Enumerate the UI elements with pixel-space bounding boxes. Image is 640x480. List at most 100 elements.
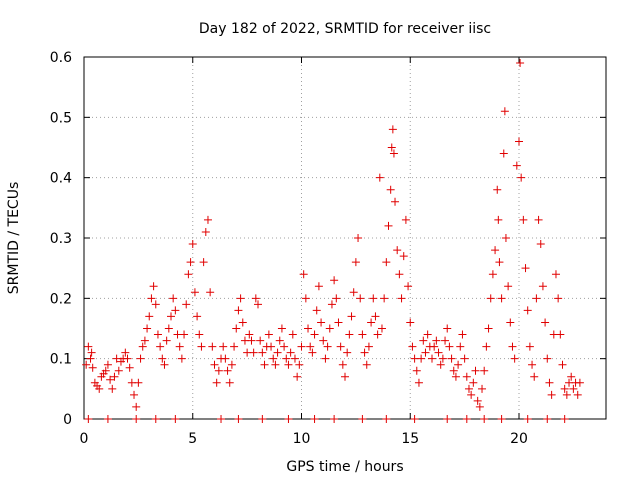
data-point	[319, 336, 328, 345]
data-points	[82, 59, 584, 423]
data-point	[223, 366, 232, 375]
data-point	[295, 360, 304, 369]
data-point	[441, 336, 450, 345]
data-point	[214, 366, 223, 375]
data-point	[114, 366, 123, 375]
chart-title: Day 182 of 2022, SRMTID for receiver iis…	[199, 21, 491, 37]
data-point	[543, 415, 552, 423]
data-point	[164, 324, 173, 333]
data-point	[330, 276, 339, 285]
data-point	[301, 294, 310, 303]
data-point	[130, 390, 139, 399]
data-point	[438, 354, 447, 363]
data-point	[478, 384, 487, 393]
data-point	[534, 215, 543, 224]
data-point	[447, 354, 456, 363]
data-point	[387, 143, 396, 152]
data-point	[419, 336, 428, 345]
y-axis-title: SRMTID / TECUs	[6, 182, 22, 295]
data-point	[225, 378, 234, 387]
data-point	[493, 185, 502, 194]
data-point	[293, 372, 302, 381]
data-point	[260, 360, 269, 369]
data-point	[210, 360, 219, 369]
y-tick-label: 0	[63, 412, 72, 428]
data-point	[371, 312, 380, 321]
data-point	[412, 366, 421, 375]
data-point	[497, 415, 506, 423]
data-point	[312, 306, 321, 315]
data-point	[87, 348, 96, 357]
data-point	[334, 318, 343, 327]
data-point	[82, 360, 91, 369]
data-point	[556, 330, 565, 339]
data-point	[386, 185, 395, 194]
data-point	[197, 342, 206, 351]
data-point	[417, 354, 426, 363]
data-point	[543, 354, 552, 363]
data-point	[149, 282, 158, 291]
data-point	[258, 348, 267, 357]
data-point	[367, 318, 376, 327]
data-point	[486, 294, 495, 303]
data-point	[147, 294, 156, 303]
data-point	[123, 354, 132, 363]
data-point	[560, 384, 569, 393]
data-point	[145, 312, 154, 321]
data-point	[519, 215, 528, 224]
data-point	[362, 360, 371, 369]
data-point	[304, 324, 313, 333]
data-point	[410, 415, 419, 423]
data-point	[317, 318, 326, 327]
data-point	[106, 375, 115, 384]
data-point	[314, 282, 323, 291]
x-tick-label: 15	[401, 431, 419, 447]
data-point	[321, 354, 330, 363]
data-point	[575, 378, 584, 387]
data-point	[275, 336, 284, 345]
data-point	[254, 300, 262, 309]
data-point	[373, 330, 382, 339]
data-point	[280, 342, 289, 351]
data-point	[167, 312, 175, 321]
data-point	[273, 348, 282, 357]
data-point	[530, 372, 539, 381]
data-point	[101, 366, 110, 375]
data-point	[84, 342, 93, 351]
data-point	[500, 107, 509, 116]
data-point	[454, 360, 463, 369]
data-point	[151, 415, 160, 423]
data-point	[347, 312, 356, 321]
data-point	[110, 372, 119, 381]
data-point	[134, 378, 143, 387]
data-point	[473, 396, 482, 405]
data-point	[462, 372, 471, 381]
data-point	[569, 384, 578, 393]
data-point	[423, 330, 432, 339]
data-point	[251, 294, 260, 303]
data-point	[375, 173, 384, 182]
data-point	[499, 149, 508, 158]
data-point	[512, 161, 521, 170]
data-point	[271, 360, 280, 369]
data-point	[310, 330, 319, 339]
data-point	[408, 342, 417, 351]
x-axis-title: GPS time / hours	[286, 459, 403, 475]
data-point	[264, 330, 273, 339]
data-point	[467, 390, 476, 399]
data-point	[506, 318, 515, 327]
data-point	[358, 330, 367, 339]
data-point	[284, 415, 293, 423]
data-point	[545, 378, 554, 387]
data-point	[504, 282, 513, 291]
data-point	[169, 294, 178, 303]
data-point	[382, 258, 391, 267]
data-point	[388, 125, 397, 134]
data-point	[517, 173, 526, 182]
data-series	[82, 59, 584, 423]
data-point	[282, 354, 291, 363]
data-point	[349, 288, 358, 297]
data-point	[399, 252, 408, 261]
data-point	[221, 354, 230, 363]
data-point	[323, 342, 332, 351]
